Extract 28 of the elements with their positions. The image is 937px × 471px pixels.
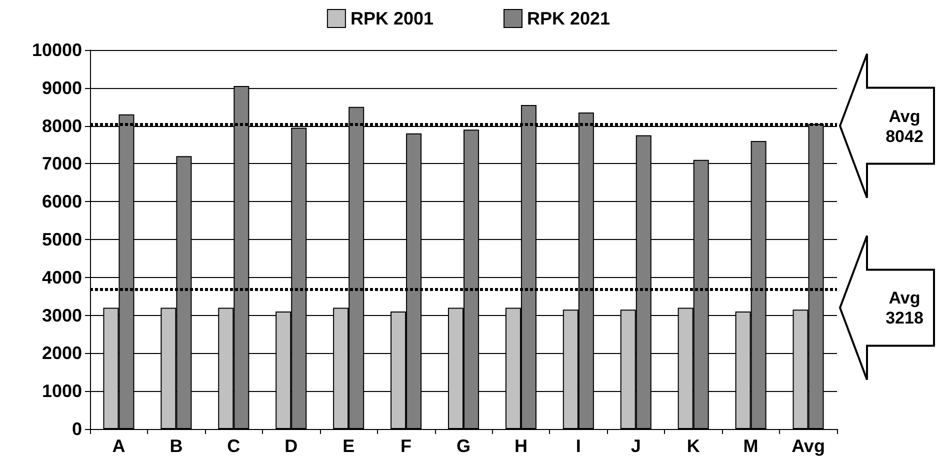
y-tick-label: 1000 bbox=[42, 381, 82, 402]
y-tick-label: 0 bbox=[72, 419, 82, 439]
y-tick-label: 6000 bbox=[42, 192, 82, 212]
legend-label: RPK 2001 bbox=[350, 8, 434, 28]
x-tick-label: J bbox=[630, 436, 641, 456]
x-tick-label: A bbox=[112, 436, 126, 456]
x-tick-label: D bbox=[284, 436, 298, 456]
x-tick-label: K bbox=[686, 436, 700, 456]
x-tick-label: E bbox=[342, 436, 355, 456]
y-tick-label: 10000 bbox=[32, 40, 82, 60]
y-tick-label: 7000 bbox=[42, 154, 82, 174]
x-tick-label: I bbox=[576, 436, 581, 456]
x-tick-label: C bbox=[227, 436, 240, 456]
x-tick-label: B bbox=[170, 436, 183, 456]
arrow-callout: Avg 8042 bbox=[838, 52, 935, 199]
y-tick-label: 5000 bbox=[42, 230, 82, 250]
x-tick-label: H bbox=[514, 436, 528, 456]
legend-label: RPK 2021 bbox=[527, 8, 610, 28]
y-tick-label: 2000 bbox=[42, 343, 82, 364]
x-tick-label: F bbox=[400, 436, 412, 456]
y-tick-label: 9000 bbox=[42, 78, 82, 98]
x-tick-label: Avg bbox=[792, 436, 825, 456]
arrow-callout: Avg 3218 bbox=[838, 234, 935, 381]
y-tick-label: 8000 bbox=[42, 116, 82, 136]
x-tick-label: M bbox=[743, 436, 758, 456]
x-tick-label: G bbox=[456, 436, 471, 456]
y-tick-label: 3000 bbox=[42, 305, 82, 326]
y-tick-label: 4000 bbox=[42, 267, 82, 288]
